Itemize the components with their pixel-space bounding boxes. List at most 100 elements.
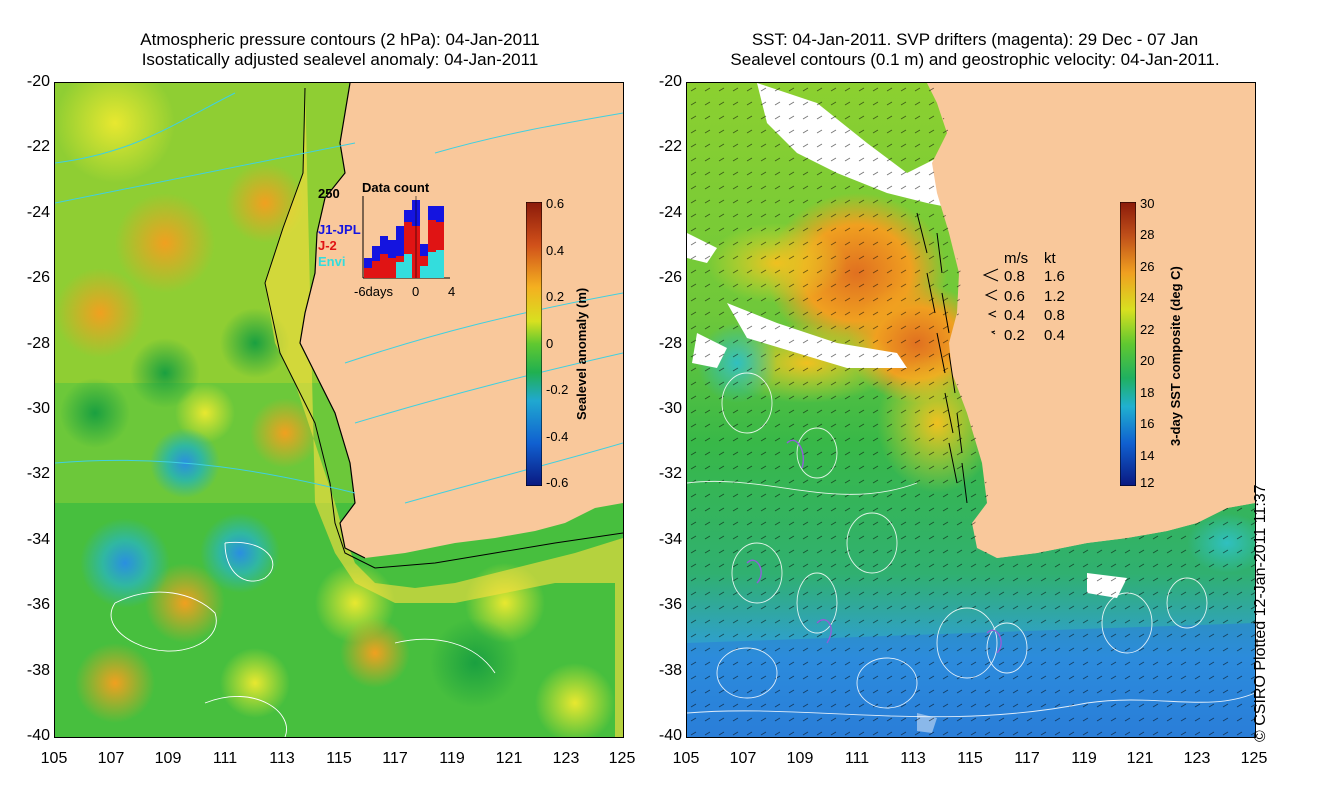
sst-cb-tick: 14	[1140, 448, 1155, 463]
left-y-tick: -20	[26, 73, 50, 90]
sealevel-cb-tick: 0.4	[546, 243, 565, 258]
sst-map	[686, 82, 1256, 738]
right-y-tick: -22	[658, 138, 682, 155]
right-title-line2: Sealevel contours (0.1 m) and geostrophi…	[730, 50, 1220, 69]
velocity-legend-ms: 0.6	[1004, 288, 1025, 305]
inset-legend-j2: J-2	[318, 238, 337, 253]
right-y-tick: -38	[658, 662, 682, 679]
boundary-current-arrows	[916, 212, 968, 504]
velocity-legend-ms: 0.4	[1004, 307, 1025, 324]
sealevel-map-canvas	[55, 83, 623, 737]
right-x-tick: 105	[672, 750, 700, 767]
left-x-tick: 113	[269, 750, 295, 767]
right-y-tick: -40	[658, 727, 682, 744]
land-australia-right-overlay	[932, 83, 1255, 558]
right-y-tick: -26	[658, 269, 682, 286]
right-y-tick: -36	[658, 596, 682, 613]
land-australia	[300, 83, 623, 558]
left-y-tick: -26	[26, 269, 50, 286]
velocity-legend-ms-header: m/s	[1004, 250, 1029, 267]
right-map-title: SST: 04-Jan-2011. SVP drifters (magenta)…	[690, 30, 1260, 70]
right-x-tick: 121	[1126, 750, 1154, 767]
sst-cb-tick: 22	[1140, 322, 1155, 337]
left-y-tick: -40	[26, 727, 50, 744]
left-x-tick: 125	[608, 750, 636, 767]
right-y-tick: -30	[658, 400, 682, 417]
right-x-tick: 109	[786, 750, 814, 767]
sst-cb-tick: 30	[1140, 196, 1155, 211]
left-y-tick: -24	[26, 204, 50, 221]
left-x-tick: 105	[40, 750, 68, 767]
left-y-tick: -28	[26, 335, 50, 352]
left-title-line1: Atmospheric pressure contours (2 hPa): 0…	[140, 30, 540, 49]
right-x-tick: 119	[1071, 750, 1097, 767]
sealevel-cb-tick: -0.6	[546, 475, 569, 490]
velocity-legend-kt: 0.4	[1044, 327, 1065, 344]
velocity-legend-ms: 0.2	[1004, 327, 1025, 344]
sst-colorbar-label: 3-day SST composite (deg C)	[1168, 266, 1183, 446]
sealevel-cb-tick: -0.2	[546, 382, 569, 397]
inset-x-label-start: -6days	[354, 284, 394, 299]
inset-x-label-zero: 0	[412, 284, 420, 299]
right-x-tick: 113	[900, 750, 926, 767]
left-x-tick: 111	[212, 750, 238, 767]
left-x-tick: 115	[326, 750, 352, 767]
right-x-tick: 107	[729, 750, 757, 767]
left-y-tick: -22	[26, 138, 50, 155]
right-x-tick: 125	[1240, 750, 1268, 767]
left-x-tick: 119	[439, 750, 465, 767]
sealevel-cb-tick: -0.4	[546, 429, 569, 444]
inset-max-label: 250	[318, 186, 340, 201]
left-y-tick: -34	[26, 531, 50, 548]
sst-cb-tick: 16	[1140, 416, 1155, 431]
inset-legend-j1: J1-JPL	[318, 222, 361, 237]
sealevel-contours-right	[687, 372, 1255, 718]
sst-map-canvas	[687, 83, 1255, 737]
sealevel-cb-tick: 0.6	[546, 196, 565, 211]
left-x-tick: 117	[382, 750, 408, 767]
velocity-legend-kt-header: kt	[1044, 250, 1056, 267]
pressure-contours	[55, 92, 623, 504]
sealevel-anomaly-map	[54, 82, 624, 738]
left-x-tick: 107	[97, 750, 125, 767]
right-y-tick: -20	[658, 73, 682, 90]
copyright-text: © CSIRO Plotted 12-Jan-2011 11:37	[1252, 484, 1269, 742]
left-x-tick: 123	[552, 750, 580, 767]
left-y-tick: -36	[26, 596, 50, 613]
inset-legend-envi: Envi	[318, 254, 346, 269]
right-x-tick: 117	[1014, 750, 1040, 767]
left-y-tick: -30	[26, 400, 50, 417]
right-x-tick: 115	[957, 750, 983, 767]
right-y-tick: -28	[658, 335, 682, 352]
svp-drifter-tracks	[746, 439, 1002, 654]
sst-colorbar	[1120, 202, 1136, 486]
left-y-tick: -38	[26, 662, 50, 679]
sst-cb-tick: 24	[1140, 290, 1155, 305]
inset-bar-chart	[362, 196, 450, 279]
right-x-tick: 123	[1183, 750, 1211, 767]
sst-cb-tick: 28	[1140, 227, 1155, 242]
left-x-tick: 109	[154, 750, 182, 767]
sealevel-colorbar	[526, 202, 542, 486]
inset-title: Data count	[362, 180, 430, 195]
sst-cb-tick: 26	[1140, 259, 1155, 274]
sst-cb-tick: 12	[1140, 475, 1155, 490]
sst-cb-tick: 20	[1140, 353, 1155, 368]
right-title-line1: SST: 04-Jan-2011. SVP drifters (magenta)…	[751, 30, 1199, 49]
sealevel-contours	[110, 541, 496, 737]
velocity-legend-arrows	[982, 268, 999, 335]
inset-x-label-end: 4	[448, 284, 456, 299]
right-x-tick: 111	[844, 750, 870, 767]
sealevel-colorbar-label: Sealevel anomaly (m)	[574, 287, 589, 420]
velocity-legend-kt: 1.2	[1044, 288, 1065, 305]
left-map-title: Atmospheric pressure contours (2 hPa): 0…	[60, 30, 620, 70]
left-title-line2: Isostatically adjusted sealevel anomaly:…	[141, 50, 539, 69]
sst-cb-tick: 18	[1140, 385, 1155, 400]
sealevel-cb-tick: 0	[546, 336, 554, 351]
velocity-legend-ms: 0.8	[1004, 268, 1025, 285]
left-y-tick: -32	[26, 465, 50, 482]
right-y-tick: -34	[658, 531, 682, 548]
right-y-tick: -32	[658, 465, 682, 482]
velocity-legend-kt: 1.6	[1044, 268, 1065, 285]
right-y-tick: -24	[658, 204, 682, 221]
